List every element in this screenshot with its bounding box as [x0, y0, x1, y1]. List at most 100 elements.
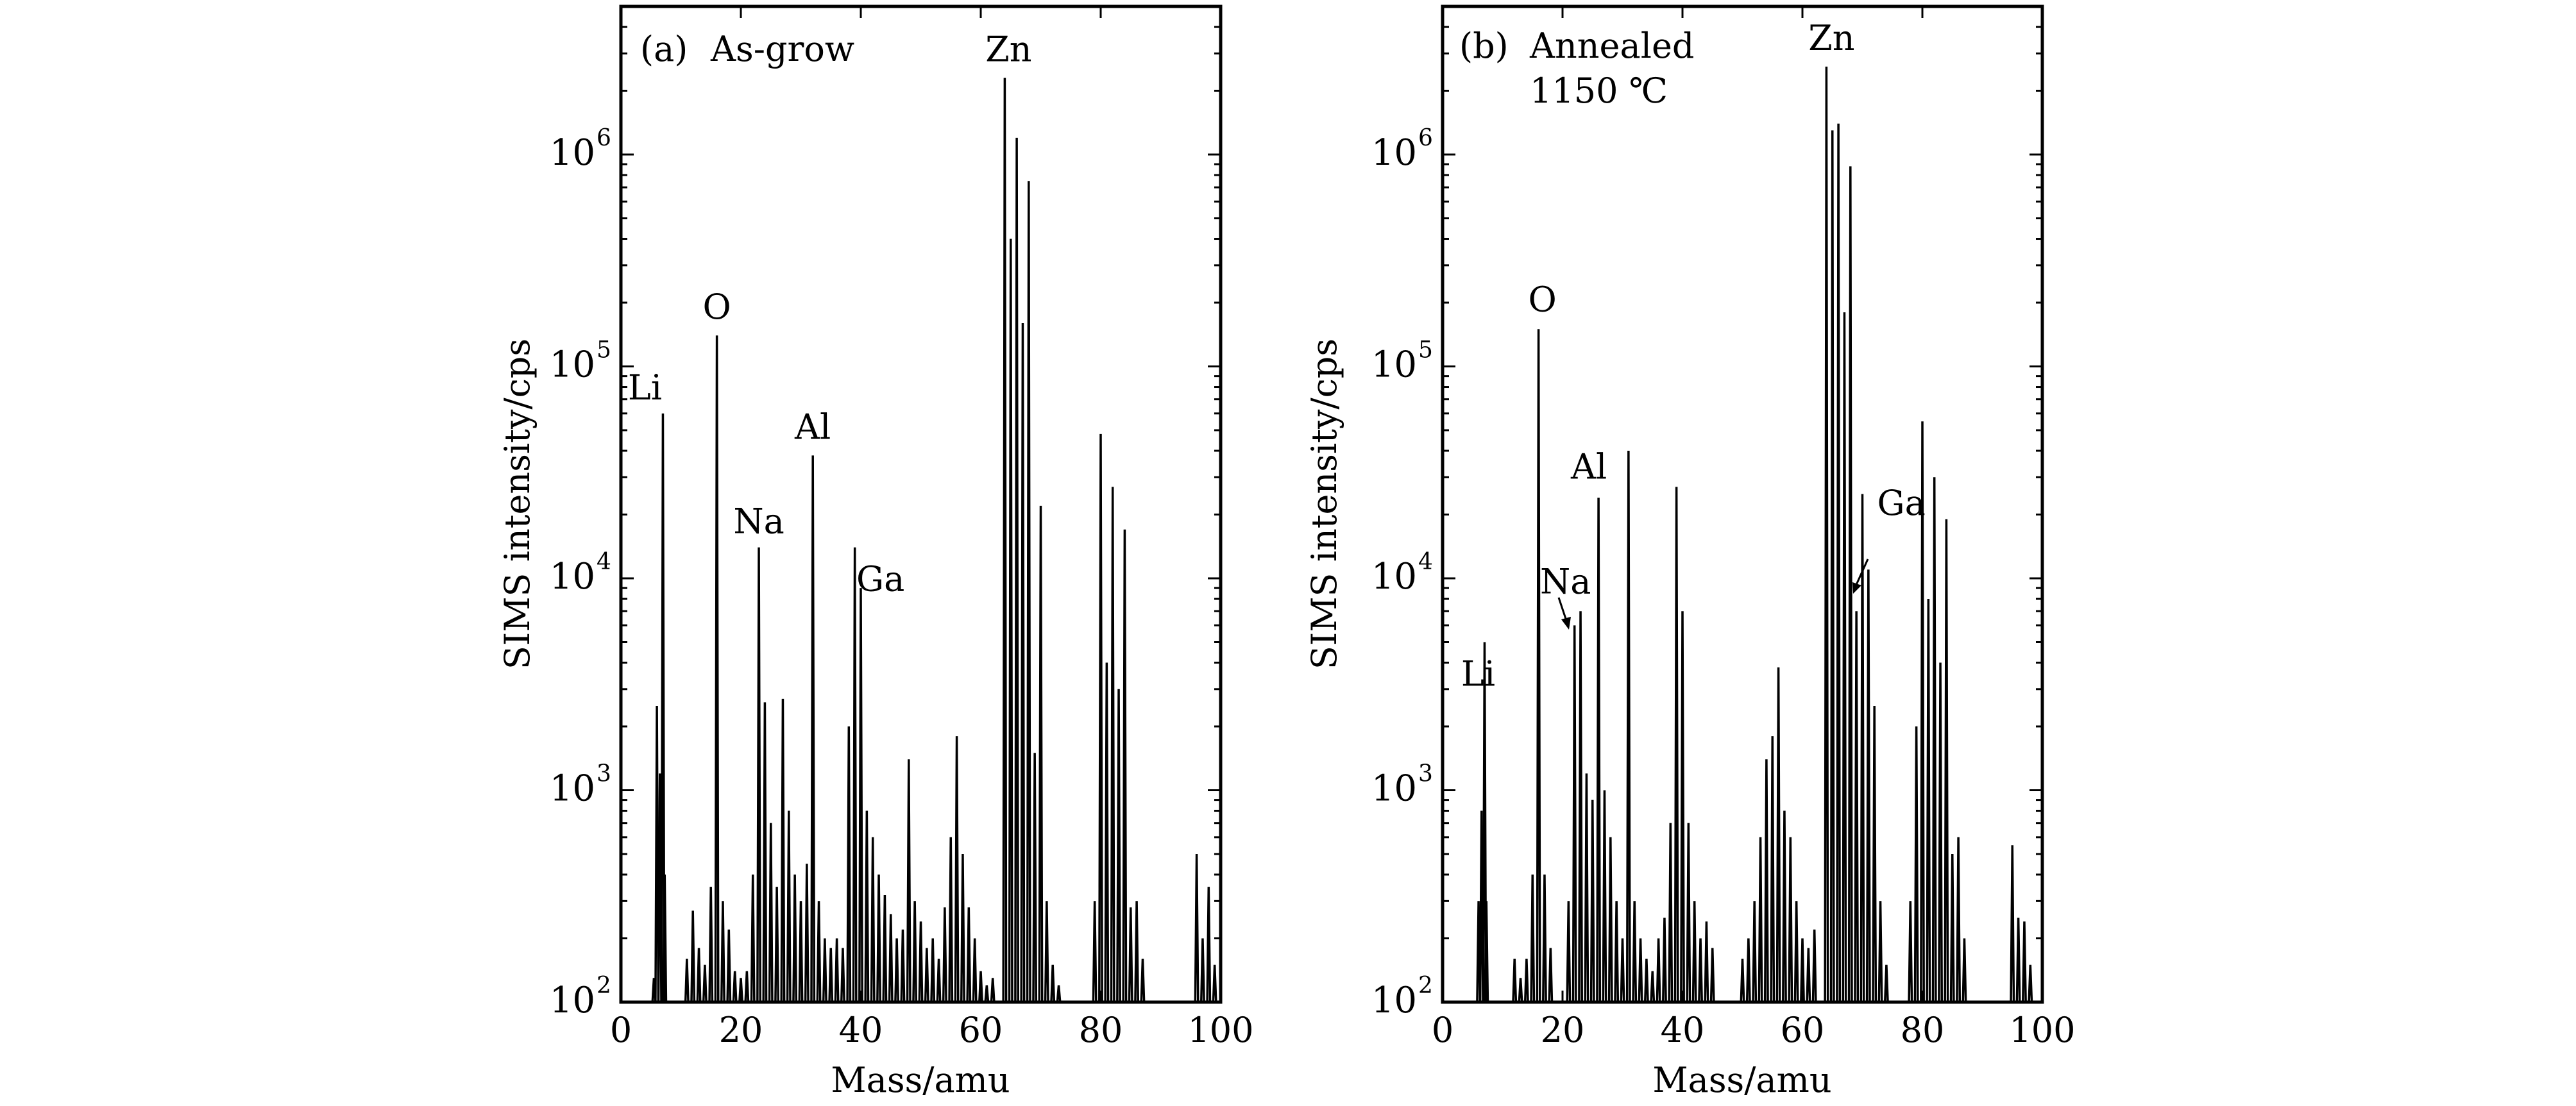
panel-b-peak-31: [1686, 823, 1691, 1003]
panel-a-peak-33: [852, 547, 858, 1003]
panel-a-peak-21: [780, 698, 786, 1003]
panel-a-y-axis-label: SIMS intensity/cps: [497, 339, 538, 669]
panel-b-peak-71: [2015, 917, 2021, 1003]
panel-b-peak-18: [1607, 837, 1613, 1003]
panel-b-peak-11: [1566, 901, 1572, 1003]
panel-a-peak-60: [1020, 323, 1026, 1003]
panel-a-peak-24: [798, 901, 804, 1003]
panel-a-peak-38: [882, 895, 888, 1003]
panel-b-peak-51: [1836, 123, 1842, 1003]
panel-b-y-tick-exp-3: 5: [1418, 337, 1433, 364]
panel-b-peak-42: [1775, 667, 1781, 1003]
panel-b-annotations: Li O Na Al Ga Zn: [1461, 18, 1926, 694]
panel-b-peak-45: [1793, 901, 1799, 1003]
panel-a-peak-71: [1116, 689, 1121, 1003]
panel-b-annotation-li: Li: [1461, 653, 1495, 694]
panel-a-peak-10: [714, 335, 720, 1003]
panel-a-peak-17: [756, 547, 761, 1003]
panel-b-peak-36: [1740, 959, 1745, 1003]
panel-a-annotation-o: O: [702, 287, 731, 327]
panel-b-x-tick-label-0: 0: [1432, 1010, 1453, 1050]
panel-b-peak-41: [1770, 736, 1775, 1003]
panel-a-y-tick-label-0: 10: [550, 980, 595, 1021]
panel-b-peaks: [1476, 66, 2033, 1003]
panel-b-peak-60: [1908, 901, 1913, 1003]
panel-b-x-tick-label-2: 40: [1661, 1010, 1705, 1050]
panel-b-ga-arrowhead: [1852, 582, 1861, 594]
panel-b-peak-65: [1938, 662, 1943, 1003]
panel-b-y-tick-exp-1: 3: [1418, 761, 1433, 787]
panel-a-y-tick-label-3: 10: [550, 344, 595, 386]
panel-b-x-axis-label: Mass/amu: [1652, 1060, 1831, 1100]
panel-a-peak-62: [1032, 753, 1038, 1003]
panel-a-peak-61: [1026, 181, 1031, 1003]
panel-a-label: (a): [640, 29, 688, 69]
panel-b-peak-27: [1662, 917, 1667, 1003]
panel-a-peak-6: [690, 910, 696, 1003]
panel-b-peak-3: [1484, 901, 1489, 1003]
panel-a-peak-79: [1212, 964, 1217, 1003]
panel-b-peak-47: [1806, 948, 1811, 1003]
panel-b-x-tick-label-5: 100: [2009, 1010, 2075, 1050]
panel-b-x-tick-label-4: 80: [1901, 1010, 1945, 1050]
panel-a-x-tick-label-0: 0: [610, 1010, 632, 1050]
panel-a-peak-3: [660, 413, 666, 1003]
panel-b-y-tick-exp-2: 4: [1418, 549, 1433, 575]
panel-a-peak-64: [1044, 901, 1049, 1003]
panel-b-peak-32: [1691, 901, 1697, 1003]
panel-a-annotation-zn: Zn: [985, 29, 1031, 69]
panel-a-peak-59: [1014, 137, 1020, 1003]
panel-b-peak-24: [1643, 959, 1649, 1003]
panel-b-ga-arrow: [1855, 558, 1869, 585]
panel-b-peak-50: [1829, 130, 1835, 1003]
panel-a-frame: [619, 4, 1223, 1004]
panel-a-x-tick-label-4: 80: [1079, 1010, 1123, 1050]
panel-b-peak-10: [1548, 948, 1554, 1003]
panel-b-annotation-na: Na: [1540, 561, 1591, 601]
panel-a-peak-47: [936, 959, 942, 1003]
panel-a-peak-18: [762, 702, 768, 1003]
panel-a-peak-31: [840, 948, 845, 1003]
panel-a-peak-66: [1056, 985, 1062, 1003]
panel-a-peak-45: [924, 948, 929, 1003]
panel-b-y-tick-label-4: 10: [1371, 132, 1417, 174]
panel-a-peak-35: [864, 810, 870, 1003]
panel-a-peak-77: [1200, 938, 1205, 1003]
panel-a-peak-42: [906, 759, 911, 1003]
panel-a-x-tick-label-3: 60: [959, 1010, 1003, 1050]
panel-a-x-ticks: 0 20 40 60 80 100: [610, 6, 1254, 1050]
panel-b-peak-64: [1931, 477, 1937, 1003]
panel-a-peak-50: [954, 736, 960, 1003]
panel-a-peak-20: [774, 887, 780, 1003]
panel-b-peak-46: [1800, 938, 1805, 1003]
panel-a-peak-26: [810, 455, 816, 1003]
panel-b-peak-20: [1620, 938, 1625, 1003]
panel-b-peak-6: [1523, 959, 1529, 1003]
panel-a-y-tick-exp-2: 4: [597, 549, 611, 575]
panel-b-peak-59: [1883, 964, 1889, 1003]
panel-a-peak-29: [828, 948, 834, 1003]
panel-b-peak-16: [1596, 498, 1602, 1003]
panel-b-peak-48: [1811, 929, 1817, 1003]
panel-b-peak-61: [1913, 726, 1919, 1003]
panel-b-peak-19: [1614, 901, 1620, 1003]
panel-a-peak-32: [846, 726, 852, 1003]
panel-b-peak-62: [1920, 421, 1925, 1003]
panel-a-x-tick-label-5: 100: [1187, 1010, 1253, 1050]
panel-b-peak-33: [1698, 938, 1703, 1003]
panel-b-na-arrow: [1557, 597, 1568, 621]
panel-a-peak-22: [786, 810, 792, 1003]
panel-a-y-tick-label-1: 10: [550, 768, 595, 810]
panel-b-peak-52: [1842, 312, 1847, 1003]
panel-a-peak-44: [918, 921, 924, 1003]
panel-a-peak-65: [1050, 964, 1056, 1003]
panel-b-peak-26: [1656, 938, 1661, 1003]
panel-b-subtitle: 1150 ℃: [1530, 71, 1668, 111]
panel-a-peak-41: [900, 929, 906, 1003]
panel-b-peak-15: [1589, 800, 1595, 1003]
panel-a-peak-51: [960, 853, 965, 1003]
panel-b-peak-44: [1788, 837, 1793, 1003]
panel-b-peak-13: [1578, 611, 1583, 1003]
